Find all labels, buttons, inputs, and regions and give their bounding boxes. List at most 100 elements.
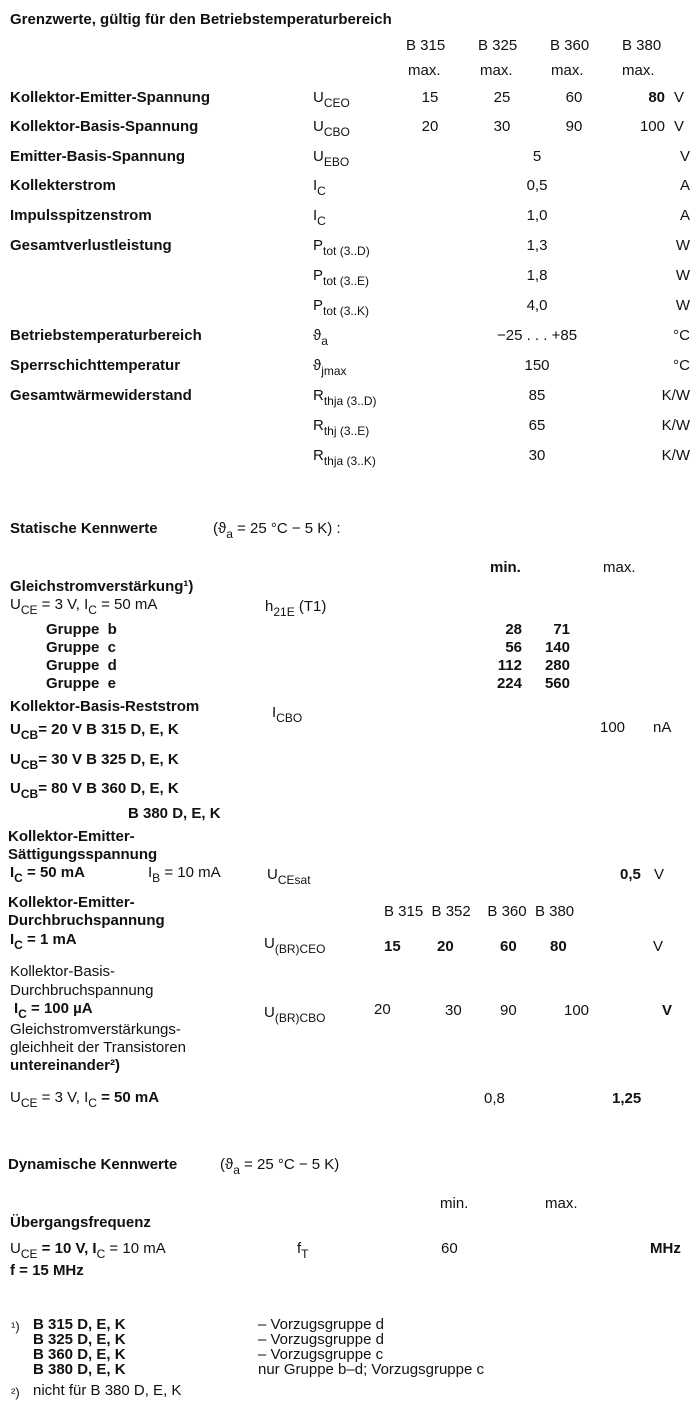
value: 80 xyxy=(550,938,567,955)
value: 150 xyxy=(524,357,550,374)
min-value: 0,8 xyxy=(484,1090,505,1107)
param-label: Kollektor-Basis-Reststrom xyxy=(10,698,200,715)
condition: UCE = 3 V, IC = 50 mA xyxy=(10,596,158,617)
value: 1,8 xyxy=(526,267,548,284)
param-label: Kollektor-Emitter- xyxy=(8,894,135,911)
param-label: Durchbruchspannung xyxy=(8,912,165,929)
condition: f = 15 MHz xyxy=(10,1262,84,1279)
value: 5 xyxy=(532,148,542,165)
min-label: min. xyxy=(490,559,521,576)
value: 90 xyxy=(565,118,583,135)
unit: V xyxy=(653,938,664,955)
param-label: Emitter-Basis-Spannung xyxy=(10,148,186,165)
param-symbol: UCBO xyxy=(313,118,350,139)
value: 30 xyxy=(493,118,511,135)
param-symbol: UEBO xyxy=(313,148,350,169)
unit: K/W xyxy=(661,387,690,404)
footnote-type: B 325 D, E, K xyxy=(33,1331,126,1348)
value: 15 xyxy=(421,89,439,106)
param-symbol: U(BR)CBO xyxy=(264,1004,326,1025)
value: 20 xyxy=(374,1001,391,1018)
value: 15 xyxy=(384,938,401,955)
group-label: Gruppe d xyxy=(46,657,117,674)
footnote-note: nur Gruppe b–d; Vorzugsgruppe c xyxy=(258,1361,484,1378)
max-label: max. xyxy=(545,1195,578,1212)
param-symbol: h21E (T1) xyxy=(265,598,327,619)
param-symbol: Rthja (3..D) xyxy=(313,387,377,408)
unit: W xyxy=(675,267,690,284)
value: 4,0 xyxy=(526,297,548,314)
group-label: Gruppe c xyxy=(46,639,117,656)
section-condition: (ϑa = 25 °C − 5 K) : xyxy=(213,520,341,541)
max-value: 1,25 xyxy=(612,1090,642,1107)
footnote-type: B 380 D, E, K xyxy=(33,1361,126,1378)
max-label: max. xyxy=(622,62,655,79)
value: 20 xyxy=(437,938,454,955)
unit: V xyxy=(673,118,684,135)
footnote-mark: ¹) xyxy=(11,1319,20,1334)
param-symbol: U(BR)CEO xyxy=(264,935,326,956)
group-label: Gruppe e xyxy=(46,675,117,692)
column-header: B 360 xyxy=(550,37,590,54)
param-label: Kollektor-Basis- xyxy=(10,963,116,980)
max-value: 280 xyxy=(544,657,570,674)
max-label: max. xyxy=(480,62,513,79)
min-label: min. xyxy=(440,1195,469,1212)
param-label: Gesamtwärmewiderstand xyxy=(10,387,192,404)
condition: IC = 100 µA xyxy=(14,1000,93,1021)
condition: IC = 50 mA xyxy=(10,864,85,885)
min-value: 112 xyxy=(497,657,522,674)
condition: UCB= 30 V B 325 D, E, K xyxy=(10,751,179,772)
param-label: gleichheit der Transistoren xyxy=(10,1039,186,1056)
param-label: Durchbruchspannung xyxy=(10,982,154,999)
column-headers: B 315 B 352 B 360 B 380 xyxy=(384,903,575,920)
value: 30 xyxy=(445,1002,462,1019)
column-header: B 325 xyxy=(478,37,518,54)
value: 65 xyxy=(528,417,546,434)
value: 25 xyxy=(493,89,511,106)
param-label: Gesamtverlustleistung xyxy=(10,237,172,254)
min-value: 56 xyxy=(505,639,522,656)
value: 100 xyxy=(564,1002,590,1019)
footnote-type: B 315 D, E, K xyxy=(33,1316,126,1333)
condition: IC = 1 mA xyxy=(10,931,77,952)
max-value: 560 xyxy=(544,675,570,692)
column-header: B 380 xyxy=(622,37,662,54)
param-symbol: Ptot (3..D) xyxy=(313,237,370,258)
unit: W xyxy=(675,297,690,314)
footnote-mark: ²) xyxy=(11,1385,20,1400)
param-symbol: IC xyxy=(313,177,326,198)
param-label: Kollektor-Emitter-Spannung xyxy=(10,89,211,106)
max-value: 71 xyxy=(553,621,570,638)
condition: UCE = 3 V, IC = 50 mA xyxy=(10,1089,160,1110)
value: 20 xyxy=(421,118,439,135)
footnote-text: nicht für B 380 D, E, K xyxy=(33,1382,182,1399)
max-value: 100 xyxy=(600,719,626,736)
param-label: Gleichstromverstärkung¹) xyxy=(10,578,194,595)
unit: A xyxy=(679,177,690,194)
value: 1,3 xyxy=(526,237,548,254)
footnote-note: – Vorzugsgruppe d xyxy=(258,1316,384,1333)
footnote-type: B 360 D, E, K xyxy=(33,1346,126,1363)
value: −25 . . . +85 xyxy=(496,327,578,344)
min-value: 224 xyxy=(496,675,522,692)
value: 85 xyxy=(528,387,546,404)
param-label: Impulsspitzenstrom xyxy=(10,207,152,224)
param-symbol: Rthj (3..E) xyxy=(313,417,370,438)
param-symbol: fT xyxy=(297,1240,309,1261)
condition: UCB= 20 V B 315 D, E, K xyxy=(10,721,179,742)
value: 100 xyxy=(639,118,665,135)
max-label: max. xyxy=(603,559,636,576)
unit: MHz xyxy=(650,1240,681,1257)
param-label: Betriebstemperaturbereich xyxy=(10,327,202,344)
condition: B 380 D, E, K xyxy=(128,805,221,822)
group-label: Gruppe b xyxy=(46,621,117,638)
section-title-grenzwerte: Grenzwerte, gültig für den Betriebstempe… xyxy=(10,11,392,28)
value: 80 xyxy=(648,89,665,106)
unit: K/W xyxy=(661,417,690,434)
unit: nA xyxy=(653,719,672,736)
param-label: Gleichstromverstärkungs- xyxy=(10,1021,181,1038)
unit: V xyxy=(654,866,665,883)
param-label: Übergangsfrequenz xyxy=(10,1214,151,1231)
param-symbol: ϑjmax xyxy=(313,357,347,378)
